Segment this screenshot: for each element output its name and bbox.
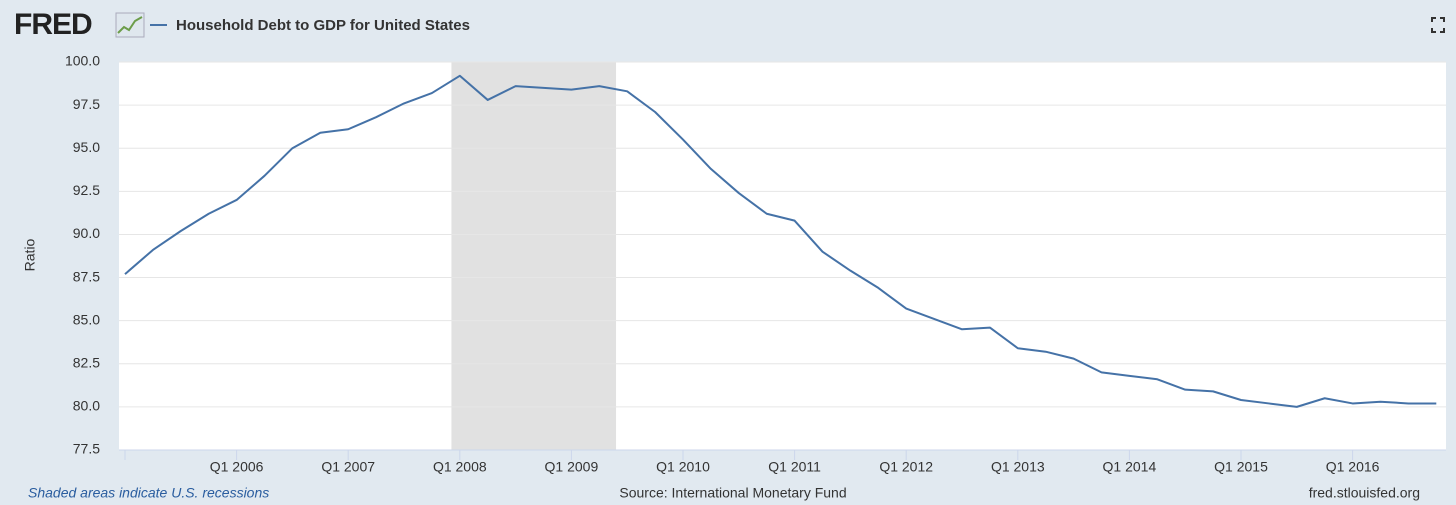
chart-title: Household Debt to GDP for United States [176,17,470,34]
x-tick-label: Q1 2016 [1326,459,1380,475]
recession-note: Shaded areas indicate U.S. recessions [28,485,269,501]
logo-icon [115,12,145,38]
x-tick-label: Q1 2009 [545,459,599,475]
y-tick-label: 77.5 [73,441,100,457]
y-tick-label: 90.0 [73,225,100,241]
x-tick-label: Q1 2008 [433,459,487,475]
recession-band [451,62,617,450]
fullscreen-icon[interactable] [1431,17,1445,33]
x-tick-label: Q1 2006 [210,459,264,475]
y-axis-label: Ratio [22,238,38,271]
y-tick-label: 80.0 [73,398,100,414]
y-tick-label: 92.5 [73,182,100,198]
plot-area [119,62,1446,450]
data-line [124,74,1437,408]
y-tick-label: 82.5 [73,354,100,370]
x-tick-label: Q1 2007 [321,459,375,475]
x-tick-label: Q1 2010 [656,459,710,475]
source: Source: International Monetary Fund [619,485,846,501]
x-tick-label: Q1 2015 [1214,459,1268,475]
y-tick-label: 97.5 [73,96,100,112]
y-tick-label: 85.0 [73,311,100,327]
y-tick-label: 100.0 [65,53,100,69]
x-tick-label: Q1 2013 [991,459,1045,475]
x-tick-label: Q1 2011 [768,459,821,475]
x-tick-label: Q1 2014 [1103,459,1157,475]
site: fred.stlouisfed.org [1309,485,1420,501]
y-tick-label: 95.0 [73,139,100,155]
logo: FRED [14,8,92,41]
y-tick-label: 87.5 [73,268,100,284]
x-tick-label: Q1 2012 [879,459,933,475]
